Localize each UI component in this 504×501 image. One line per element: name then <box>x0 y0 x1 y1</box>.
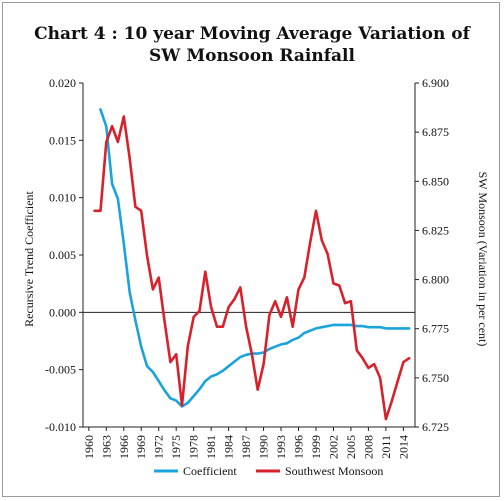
y-right-tick-label: 6.750 <box>422 371 449 385</box>
x-tick-label: 1987 <box>239 435 253 459</box>
series-line-southwest-monsoon <box>93 115 411 421</box>
x-tick-label: 1990 <box>257 435 271 459</box>
y-left-tick-label: 0.000 <box>49 305 76 319</box>
y-right-tick-label: 6.850 <box>422 174 449 188</box>
y-right-tick-label: 6.900 <box>422 76 449 90</box>
y-left-tick-label: 0.015 <box>49 133 76 147</box>
series-layer <box>93 108 411 421</box>
x-tick-label: 1975 <box>169 435 183 459</box>
y-left-tick-label: -0.010 <box>45 420 76 434</box>
x-tick-label: 1966 <box>117 435 131 459</box>
x-tick-label: 1981 <box>204 435 218 459</box>
y-right-tick-label: 6.725 <box>422 420 449 434</box>
x-tick-label: 2008 <box>361 435 375 459</box>
y-left-axis-title: Recursive Trend Coefficient <box>22 190 36 326</box>
x-tick-label: 2005 <box>344 435 358 459</box>
x-tick-label: 1972 <box>152 435 166 459</box>
x-tick-label: 1978 <box>187 435 201 459</box>
y-right-tick-label: 6.775 <box>422 322 449 336</box>
x-tick-label: 1960 <box>82 435 96 459</box>
legend: Coefficient Southwest Monsoon <box>154 464 383 478</box>
y-left-tick-label: -0.005 <box>45 363 76 377</box>
legend-label-southwest-monsoon: Southwest Monsoon <box>285 464 383 478</box>
x-tick-label: 1969 <box>134 435 148 459</box>
y-right-tick-label: 6.825 <box>422 223 449 237</box>
y-left-tick-label: 0.005 <box>49 248 76 262</box>
x-tick-label: 1963 <box>99 435 113 459</box>
y-left-tick-label: 0.020 <box>49 76 76 90</box>
chart-title-line-2: SW Monsoon Rainfall <box>149 46 355 66</box>
legend-label-coefficient: Coefficient <box>183 464 237 478</box>
y-left-tick-label: 0.010 <box>49 191 76 205</box>
axes-layer <box>79 82 419 431</box>
moving-average-chart: Chart 4 : 10 year Moving Average Variati… <box>22 24 490 478</box>
y-right-axis-title: SW Monsoon (Variation in per cent) <box>476 172 490 347</box>
x-tick-label: 2002 <box>326 435 340 459</box>
x-tick-label: 2014 <box>396 435 410 459</box>
y-right-tick-label: 6.800 <box>422 273 449 287</box>
x-tick-label: 1996 <box>292 435 306 459</box>
x-tick-label: 1984 <box>222 435 236 459</box>
chart-frame: Chart 4 : 10 year Moving Average Variati… <box>2 2 500 497</box>
x-tick-label: 1993 <box>274 435 288 459</box>
x-tick-label: 1999 <box>309 435 323 459</box>
y-right-tick-label: 6.875 <box>422 125 449 139</box>
tick-labels-layer: 0.020 0.015 0.010 0.005 0.000 -0.005 -0.010 6.9… <box>45 76 449 459</box>
series-line-coefficient <box>99 108 411 408</box>
x-tick-label: 2011 <box>379 435 393 459</box>
chart-title-line-1: Chart 4 : 10 year Moving Average Variati… <box>34 24 472 44</box>
